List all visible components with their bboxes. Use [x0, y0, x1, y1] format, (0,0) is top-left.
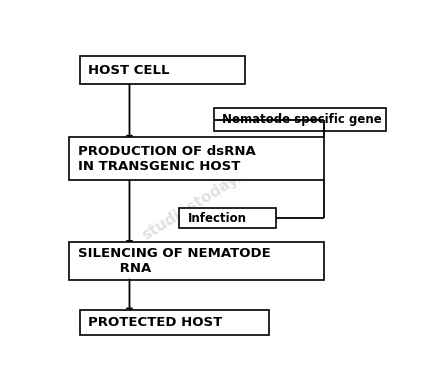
FancyBboxPatch shape — [79, 310, 269, 335]
Text: Infection: Infection — [188, 212, 247, 225]
FancyBboxPatch shape — [69, 242, 324, 280]
Text: SILENCING OF NEMATODE
         RNA: SILENCING OF NEMATODE RNA — [78, 247, 270, 275]
Text: studiestoday.com: studiestoday.com — [139, 151, 275, 243]
FancyBboxPatch shape — [79, 56, 245, 84]
Text: PRODUCTION OF dsRNA
IN TRANSGENIC HOST: PRODUCTION OF dsRNA IN TRANSGENIC HOST — [78, 145, 256, 173]
Text: Nematode specific gene: Nematode specific gene — [222, 113, 382, 126]
FancyBboxPatch shape — [214, 108, 386, 131]
Text: HOST CELL: HOST CELL — [88, 64, 170, 76]
FancyBboxPatch shape — [69, 137, 324, 181]
FancyBboxPatch shape — [179, 208, 276, 229]
Text: PROTECTED HOST: PROTECTED HOST — [88, 316, 222, 329]
